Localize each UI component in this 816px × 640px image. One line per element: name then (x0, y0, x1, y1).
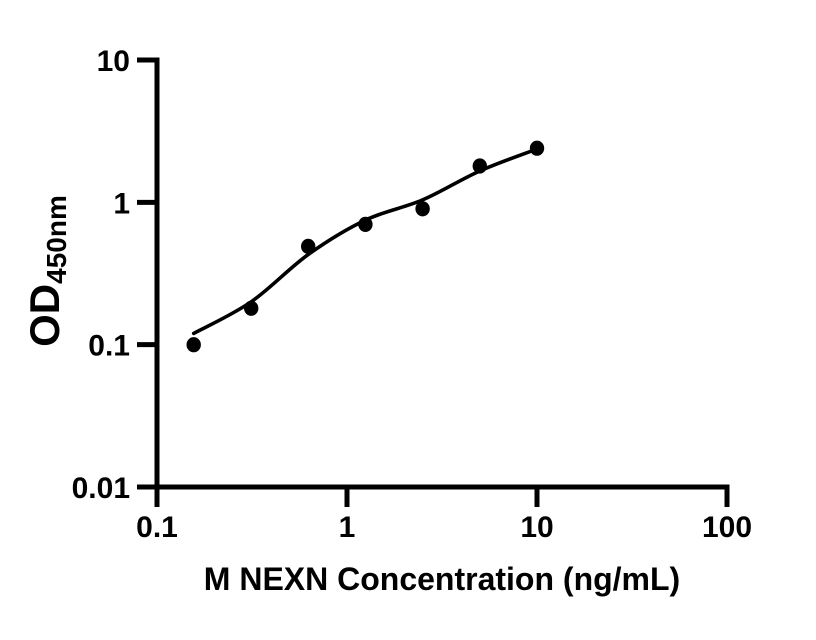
x-tick-label: 100 (702, 511, 752, 544)
data-point (301, 238, 316, 254)
points-layer (186, 140, 545, 353)
y-axis-title-main: OD (21, 283, 68, 347)
data-point (244, 300, 259, 316)
x-tick-label: 0.1 (136, 511, 178, 544)
y-axis-title-subscript: 450nm (41, 195, 72, 284)
data-point (358, 216, 373, 232)
data-point (472, 158, 487, 174)
y-axis-title: OD450nm (21, 195, 73, 347)
data-point (529, 140, 545, 156)
y-tick-label: 1 (113, 187, 130, 220)
y-tick-label: 0.1 (88, 330, 130, 363)
x-axis-title: M NEXN Concentration (ng/mL) (203, 561, 681, 597)
y-tick-label: 0.01 (72, 472, 130, 505)
data-point (186, 337, 201, 353)
y-tick-label: 10 (97, 45, 130, 78)
x-tick-label: 10 (520, 511, 553, 544)
axes-layer (137, 57, 730, 507)
x-tick-label: 1 (339, 511, 356, 544)
data-point (415, 201, 430, 217)
